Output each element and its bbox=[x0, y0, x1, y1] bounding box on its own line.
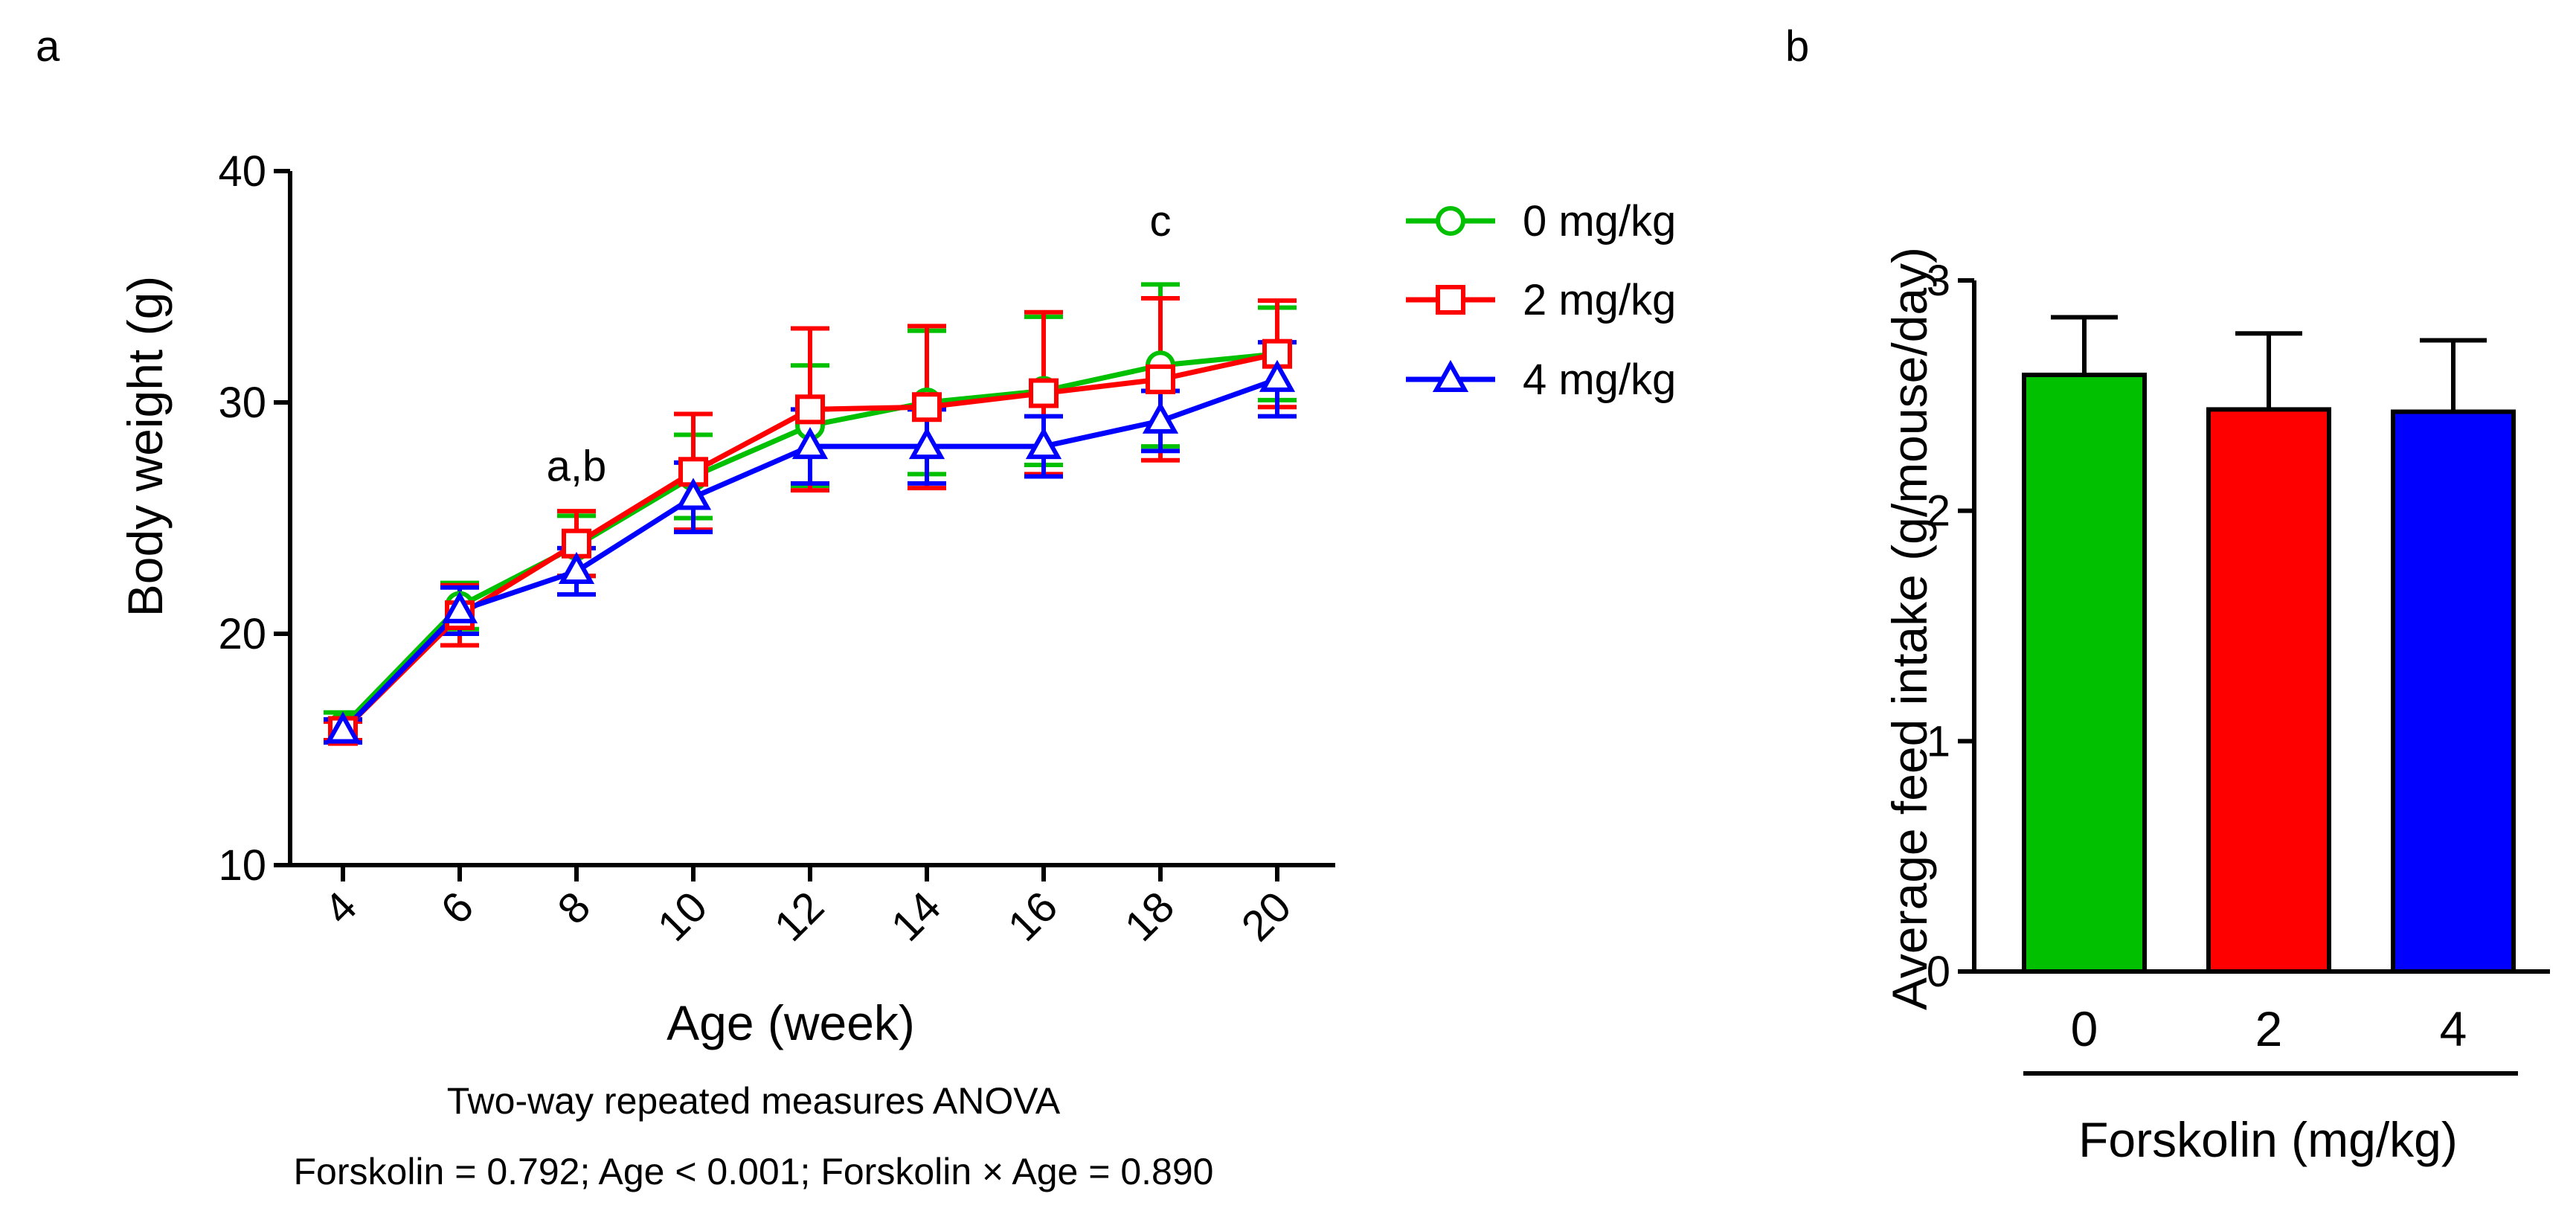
a-legend-entry: 4 mg/kg bbox=[1406, 356, 1676, 404]
a-x-tick-label: 12 bbox=[765, 882, 834, 951]
a-legend-marker bbox=[1436, 285, 1465, 315]
a-data-point bbox=[441, 591, 478, 623]
panel-b-label: b bbox=[1785, 22, 1809, 71]
a-legend-entry: 2 mg/kg bbox=[1406, 276, 1676, 324]
a-x-tick-label: 6 bbox=[431, 882, 483, 934]
a-x-tick-label: 14 bbox=[882, 882, 951, 951]
b-ylabel: Average feed intake (g/mouse/day) bbox=[1882, 247, 1937, 1010]
a-data-point bbox=[1259, 359, 1296, 392]
a-data-point bbox=[1025, 426, 1062, 460]
a-legend-label: 2 mg/kg bbox=[1523, 276, 1676, 324]
panel-a-label: a bbox=[36, 22, 60, 71]
a-data-point bbox=[324, 711, 362, 744]
a-x-tick-label: 18 bbox=[1116, 882, 1184, 951]
a-note-line-1: Two-way repeated measures ANOVA bbox=[447, 1080, 1061, 1122]
b-error-bar bbox=[2420, 338, 2487, 412]
a-x-tick-label: 4 bbox=[315, 882, 366, 934]
b-y-tick-label: 0 bbox=[1927, 948, 1950, 996]
a-annotation: c bbox=[1150, 197, 1172, 245]
b-x-tick-label: 0 bbox=[2071, 1001, 2098, 1056]
a-data-point bbox=[791, 426, 829, 460]
body-weight-chart: Body weight (g) Age (week) Two-way repea… bbox=[118, 147, 1676, 1192]
a-annotation: a,b bbox=[547, 443, 607, 491]
a-data-point bbox=[1142, 401, 1179, 434]
a-data-point bbox=[675, 478, 712, 510]
b-y-tick-label: 2 bbox=[1927, 487, 1950, 536]
a-y-tick-label: 30 bbox=[218, 379, 266, 427]
a-data-point bbox=[1029, 378, 1059, 408]
a-legend-label: 4 mg/kg bbox=[1523, 356, 1676, 404]
b-error-bar bbox=[2235, 331, 2302, 410]
b-bar bbox=[2206, 407, 2331, 974]
b-x-tick-label: 2 bbox=[2255, 1001, 2283, 1056]
b-xlabel: Forskolin (mg/kg) bbox=[2078, 1112, 2458, 1167]
a-legend-label: 0 mg/kg bbox=[1523, 197, 1676, 245]
a-xlabel: Age (week) bbox=[667, 995, 915, 1050]
a-data-point bbox=[558, 551, 595, 585]
a-legend-marker bbox=[1436, 206, 1465, 236]
a-x-tick-label: 8 bbox=[548, 882, 600, 934]
a-legend-entry: 0 mg/kg bbox=[1406, 197, 1676, 245]
a-x-tick-label: 16 bbox=[999, 882, 1067, 951]
a-data-point bbox=[795, 394, 825, 425]
a-x-tick-label: 10 bbox=[649, 882, 717, 951]
b-y-tick-label: 3 bbox=[1927, 257, 1950, 305]
a-data-point bbox=[1146, 364, 1175, 394]
a-y-tick-label: 40 bbox=[218, 147, 266, 196]
feed-intake-chart: Average feed intake (g/mouse/day) Forsko… bbox=[1882, 247, 2550, 1167]
b-bar bbox=[2391, 409, 2516, 974]
a-data-point bbox=[908, 426, 945, 460]
b-bar bbox=[2022, 372, 2147, 974]
b-error-bar bbox=[2051, 315, 2118, 375]
a-y-tick-label: 10 bbox=[218, 841, 266, 890]
a-legend-marker bbox=[1432, 359, 1469, 392]
a-y-tick-label: 20 bbox=[218, 610, 266, 658]
a-ylabel: Body weight (g) bbox=[118, 276, 173, 617]
a-note-line-2: Forskolin = 0.792; Age < 0.001; Forskoli… bbox=[294, 1151, 1214, 1192]
a-x-tick-label: 20 bbox=[1233, 882, 1301, 951]
a-data-point bbox=[912, 392, 942, 423]
b-y-tick-label: 1 bbox=[1927, 717, 1950, 765]
b-x-tick-label: 4 bbox=[2440, 1001, 2467, 1056]
